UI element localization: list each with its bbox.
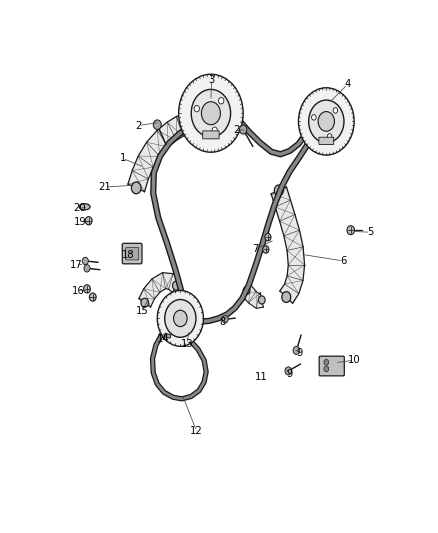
Circle shape: [157, 290, 203, 346]
Circle shape: [212, 127, 217, 133]
Circle shape: [285, 367, 292, 375]
Circle shape: [89, 293, 96, 301]
Circle shape: [243, 286, 250, 295]
Circle shape: [194, 106, 199, 112]
Circle shape: [309, 100, 344, 143]
Text: 11: 11: [255, 372, 268, 382]
Polygon shape: [139, 273, 180, 307]
Text: 5: 5: [367, 227, 374, 237]
Circle shape: [298, 88, 354, 155]
Circle shape: [185, 122, 195, 133]
Circle shape: [347, 225, 354, 235]
Text: 1: 1: [120, 154, 126, 163]
Polygon shape: [128, 114, 194, 192]
FancyBboxPatch shape: [126, 247, 139, 260]
Circle shape: [141, 298, 148, 308]
Text: 19: 19: [74, 217, 87, 227]
Circle shape: [165, 300, 196, 337]
Text: 6: 6: [340, 256, 346, 266]
Circle shape: [153, 120, 161, 130]
Text: 20: 20: [73, 204, 85, 213]
Text: 17: 17: [69, 260, 82, 270]
Circle shape: [84, 285, 90, 293]
Text: 8: 8: [219, 317, 226, 327]
Circle shape: [222, 316, 228, 323]
Circle shape: [82, 257, 88, 265]
Text: 16: 16: [71, 286, 84, 295]
Text: 13: 13: [181, 339, 194, 349]
Text: 7: 7: [252, 245, 258, 254]
Circle shape: [219, 98, 224, 104]
Circle shape: [263, 246, 269, 253]
Circle shape: [274, 185, 283, 196]
Text: 15: 15: [136, 306, 149, 316]
Circle shape: [131, 182, 141, 194]
Circle shape: [327, 134, 332, 139]
Text: 2: 2: [136, 120, 142, 131]
Text: 12: 12: [190, 426, 203, 437]
Text: 4: 4: [344, 79, 350, 90]
Circle shape: [84, 265, 90, 272]
Text: 9: 9: [286, 369, 293, 379]
Circle shape: [324, 366, 328, 372]
Text: 21: 21: [99, 182, 111, 192]
FancyBboxPatch shape: [122, 243, 142, 264]
Polygon shape: [242, 285, 263, 309]
FancyBboxPatch shape: [319, 137, 334, 144]
Circle shape: [318, 111, 335, 131]
Circle shape: [173, 281, 180, 290]
Text: 10: 10: [348, 356, 360, 365]
Circle shape: [282, 292, 291, 303]
Circle shape: [311, 115, 316, 120]
Polygon shape: [164, 333, 171, 338]
Text: 9: 9: [296, 348, 302, 358]
Circle shape: [258, 296, 265, 304]
Circle shape: [324, 359, 328, 365]
Polygon shape: [271, 187, 304, 303]
Circle shape: [201, 102, 220, 125]
Circle shape: [265, 233, 271, 241]
Ellipse shape: [79, 204, 90, 210]
Circle shape: [293, 346, 300, 354]
FancyBboxPatch shape: [203, 131, 219, 139]
Circle shape: [85, 216, 92, 225]
Circle shape: [179, 74, 243, 152]
Text: 18: 18: [121, 250, 134, 260]
Circle shape: [173, 310, 187, 327]
Text: 3: 3: [208, 75, 215, 85]
Text: 2: 2: [233, 125, 240, 135]
Circle shape: [191, 90, 230, 137]
FancyBboxPatch shape: [319, 356, 344, 376]
Circle shape: [240, 125, 247, 134]
Circle shape: [333, 108, 338, 113]
Text: 14: 14: [156, 334, 169, 344]
